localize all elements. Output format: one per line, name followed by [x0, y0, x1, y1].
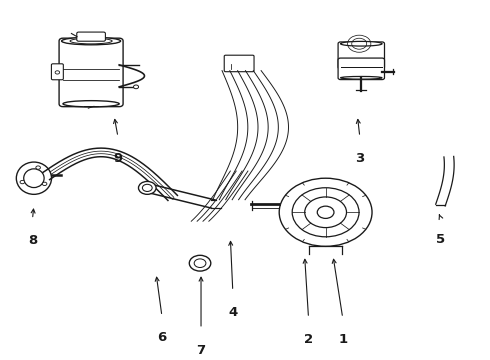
Ellipse shape	[16, 162, 51, 194]
Circle shape	[55, 71, 60, 74]
Circle shape	[133, 85, 139, 89]
Circle shape	[194, 259, 206, 267]
Ellipse shape	[70, 38, 112, 44]
Ellipse shape	[63, 101, 119, 107]
Circle shape	[292, 188, 359, 237]
FancyBboxPatch shape	[59, 38, 123, 107]
Text: 5: 5	[436, 233, 445, 246]
Ellipse shape	[62, 37, 121, 45]
Text: 2: 2	[304, 333, 313, 346]
Circle shape	[143, 184, 152, 192]
Circle shape	[305, 197, 346, 228]
Text: 8: 8	[28, 234, 37, 247]
Circle shape	[279, 178, 372, 246]
Ellipse shape	[341, 41, 382, 46]
FancyBboxPatch shape	[338, 58, 385, 80]
FancyBboxPatch shape	[224, 55, 254, 72]
Circle shape	[20, 180, 24, 184]
Circle shape	[317, 206, 334, 219]
Ellipse shape	[24, 169, 44, 188]
FancyBboxPatch shape	[338, 42, 385, 69]
Text: 6: 6	[157, 331, 167, 344]
Text: 3: 3	[355, 152, 365, 165]
FancyBboxPatch shape	[77, 32, 105, 41]
Circle shape	[42, 182, 47, 185]
Text: 9: 9	[113, 152, 122, 165]
Ellipse shape	[341, 76, 382, 79]
Circle shape	[36, 166, 40, 169]
FancyBboxPatch shape	[51, 64, 63, 80]
Circle shape	[139, 181, 156, 194]
Text: 4: 4	[228, 306, 238, 319]
Text: 7: 7	[196, 344, 206, 357]
Text: 1: 1	[338, 333, 347, 346]
Circle shape	[189, 255, 211, 271]
